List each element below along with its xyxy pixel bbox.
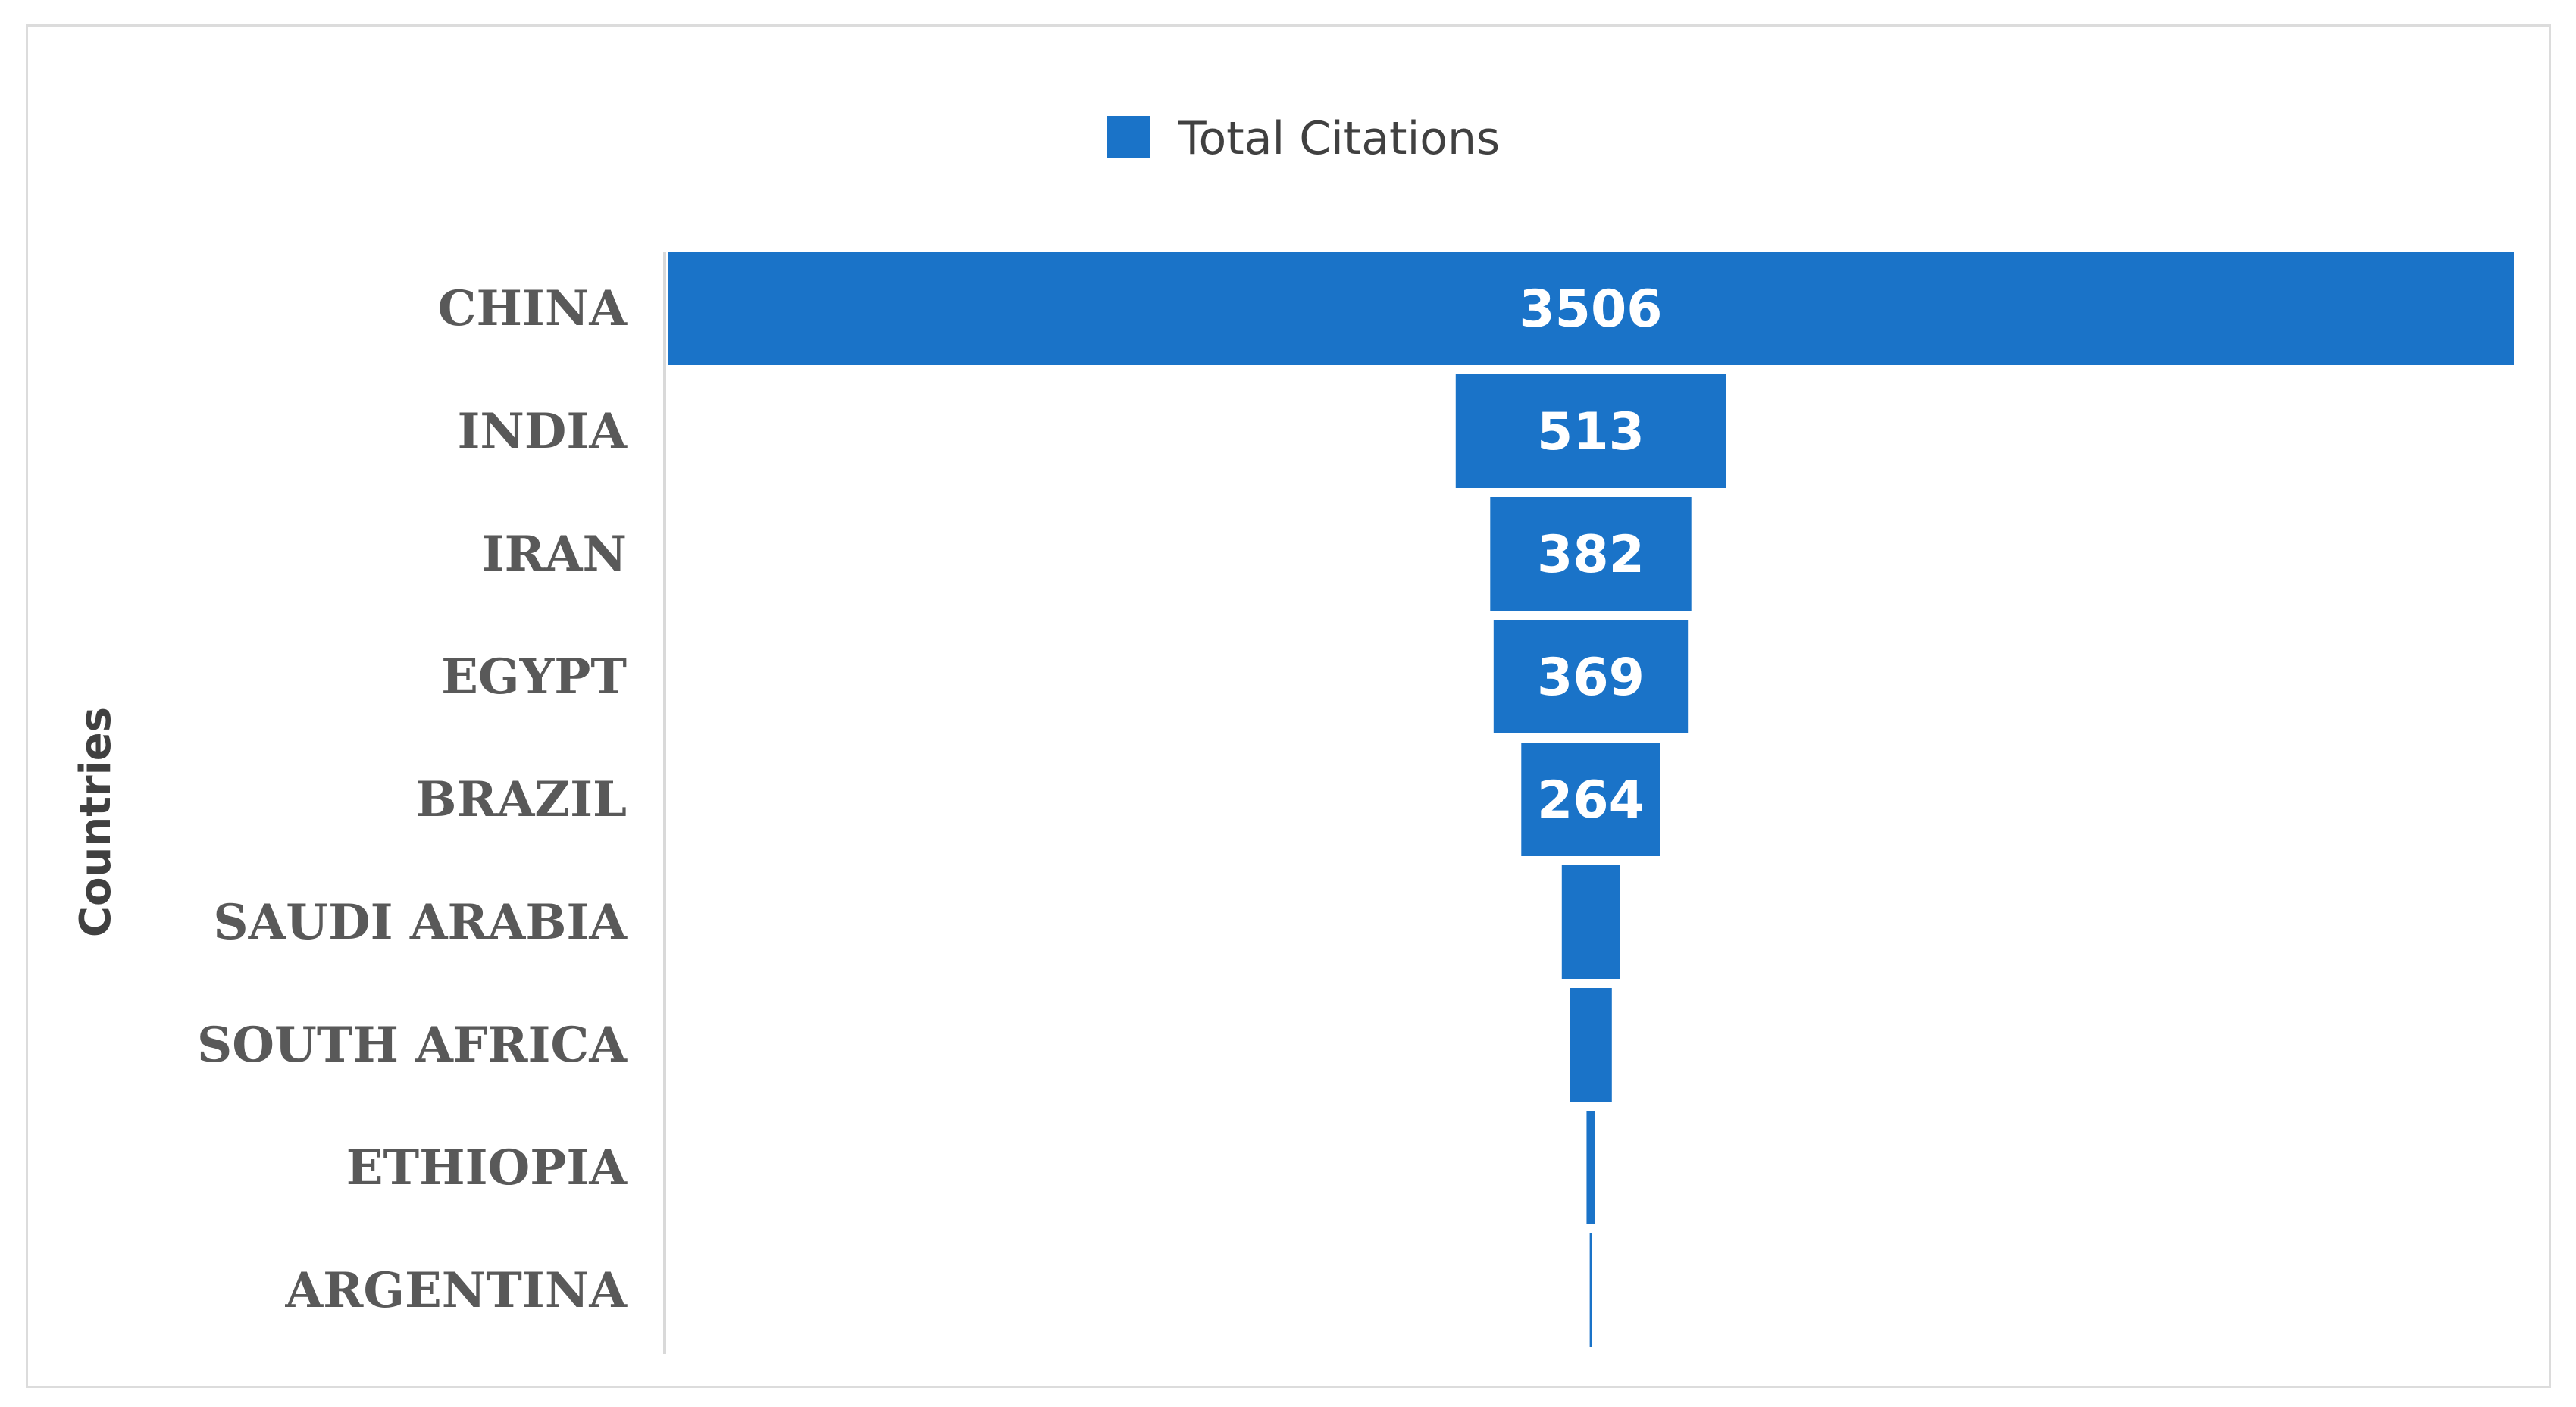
category-label: ARGENTINA bbox=[285, 1262, 628, 1319]
bar-china bbox=[668, 252, 2514, 365]
legend-swatch bbox=[1107, 116, 1150, 158]
bar-india bbox=[1455, 374, 1726, 488]
data-labels: 3506 513 382 369 264 bbox=[1519, 280, 1662, 830]
bar-south-africa bbox=[1570, 988, 1612, 1102]
legend-label: Total Citations bbox=[1178, 112, 1500, 165]
data-label: 513 bbox=[1537, 402, 1645, 462]
category-label: IRAN bbox=[482, 526, 627, 583]
bar-saudi-arabia bbox=[1561, 865, 1620, 979]
data-label: 382 bbox=[1537, 525, 1645, 585]
category-label: INDIA bbox=[457, 403, 628, 460]
legend: Total Citations bbox=[1107, 112, 1500, 165]
data-label: 264 bbox=[1537, 771, 1645, 830]
category-labels: CHINA INDIA IRAN EGYPT BRAZIL SAUDI ARABIA SOU… bbox=[197, 280, 628, 1319]
data-label: 369 bbox=[1537, 648, 1645, 708]
bar-argentina bbox=[1589, 1233, 1592, 1347]
category-label: SAUDI ARABIA bbox=[213, 894, 628, 951]
bars bbox=[668, 252, 2514, 1347]
chart-frame: Total Citations Countries CHINA INDIA IRAN… bbox=[26, 24, 2551, 1388]
bar-ethiopia bbox=[1586, 1111, 1595, 1224]
category-label: BRAZIL bbox=[415, 771, 627, 828]
bar-iran bbox=[1490, 497, 1692, 611]
bar-brazil bbox=[1521, 743, 1660, 856]
bar-egypt bbox=[1493, 620, 1689, 733]
y-axis-title: Countries bbox=[71, 707, 121, 937]
category-label: EGYPT bbox=[441, 649, 627, 705]
data-label: 3506 bbox=[1519, 280, 1662, 339]
funnel-chart: Total Citations Countries CHINA INDIA IRAN… bbox=[71, 112, 2514, 1354]
category-label: SOUTH AFRICA bbox=[197, 1017, 628, 1074]
category-label: ETHIOPIA bbox=[346, 1140, 628, 1196]
category-label: CHINA bbox=[438, 280, 628, 337]
